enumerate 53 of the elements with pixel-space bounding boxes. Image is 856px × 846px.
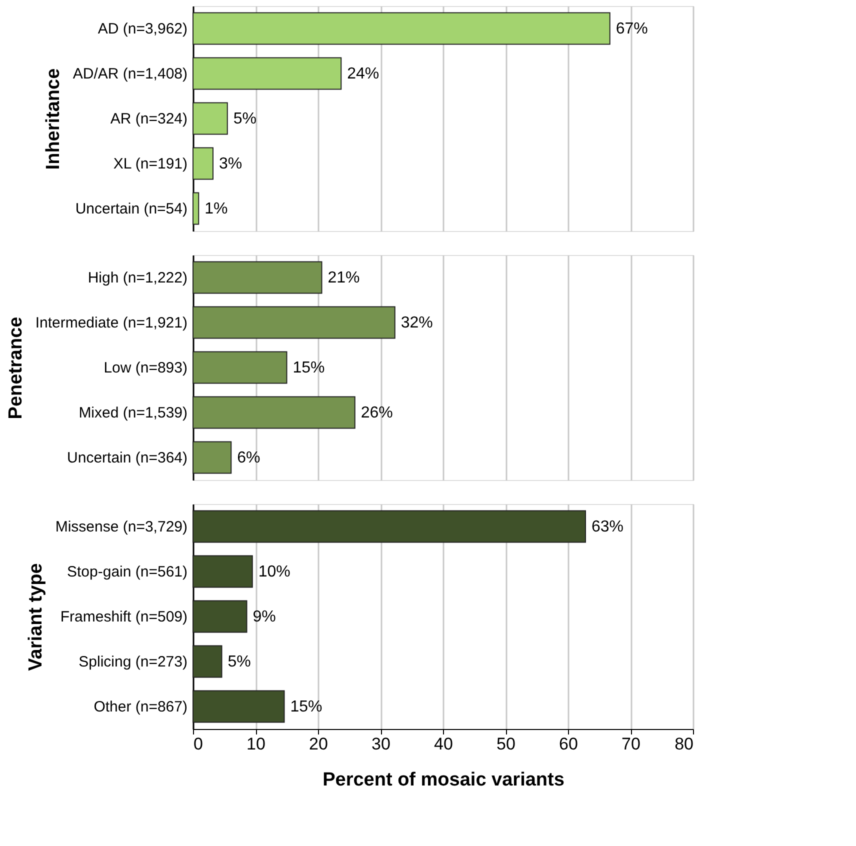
y-tick-label: Missense (n=3,729)	[55, 518, 188, 536]
data-label: 24%	[347, 66, 380, 82]
y-tick-label: XL (n=191)	[113, 156, 188, 172]
y-tick-label: Low (n=893)	[104, 360, 188, 376]
bar	[192, 306, 396, 339]
x-tick-label: 50	[496, 734, 516, 754]
y-tick-label: Splicing (n=273)	[78, 654, 188, 670]
bar	[192, 261, 322, 294]
bar	[192, 12, 610, 45]
x-tick-label: 0	[194, 734, 203, 754]
x-tick-label: 70	[622, 734, 640, 754]
x-tick-label: 30	[372, 734, 390, 754]
y-tick-label: Uncertain (n=54)	[75, 200, 188, 218]
bar	[192, 192, 200, 225]
data-label: 67%	[616, 20, 648, 38]
bar	[192, 57, 342, 90]
data-label: 21%	[328, 270, 360, 286]
y-axis-title: Inheritance	[42, 68, 64, 170]
y-tick-label: Frameshift (n=509)	[60, 608, 188, 626]
data-label: 26%	[360, 404, 393, 422]
bar	[192, 396, 356, 429]
y-tick-label: AD (n=3,962)	[98, 20, 188, 38]
x-tick-label: 10	[246, 734, 266, 754]
y-tick-label: Uncertain (n=364)	[67, 450, 188, 466]
data-label: 9%	[252, 608, 276, 626]
y-axis-title: Penetrance	[5, 316, 26, 420]
data-label: 3%	[219, 156, 242, 172]
data-label: 10%	[258, 564, 290, 580]
x-tick-label: 20	[309, 734, 328, 754]
y-tick-label: AD/AR (n=1,408)	[72, 66, 188, 82]
bar	[192, 351, 288, 384]
data-label: 32%	[400, 314, 433, 332]
data-label: 5%	[233, 110, 256, 128]
data-label: 6%	[237, 450, 260, 466]
data-label: 63%	[592, 518, 624, 536]
data-label: 15%	[292, 360, 325, 376]
y-axis-title: Variant type	[25, 563, 46, 671]
x-tick-label: 40	[434, 734, 453, 754]
y-tick-label: AR (n=324)	[110, 110, 188, 128]
y-tick-label: Other (n=867)	[94, 698, 188, 716]
x-axis-title: Percent of mosaic variants	[322, 770, 564, 790]
data-label: 1%	[204, 200, 228, 218]
bar	[192, 102, 228, 135]
x-tick-label: 60	[559, 734, 578, 754]
data-label: 15%	[290, 698, 322, 716]
y-tick-label: High (n=1,222)	[88, 270, 188, 286]
bar	[192, 147, 214, 180]
data-label: 5%	[228, 654, 251, 670]
x-tick-label: 80	[674, 734, 694, 754]
y-tick-label: Intermediate (n=1,921)	[35, 314, 188, 332]
bar	[192, 441, 232, 474]
y-tick-label: Stop-gain (n=561)	[67, 564, 188, 580]
y-tick-label: Mixed (n=1,539)	[78, 404, 188, 422]
